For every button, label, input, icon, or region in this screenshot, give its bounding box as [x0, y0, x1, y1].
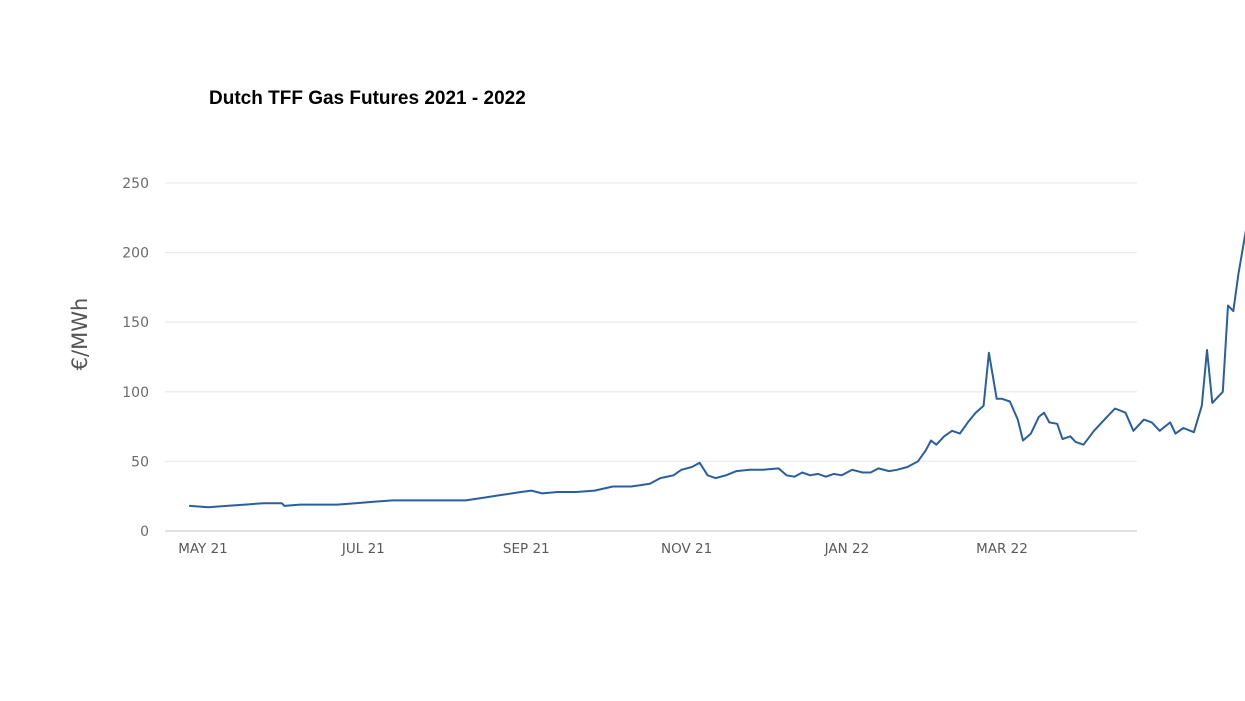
- y-axis-label: €/MWh: [68, 298, 92, 371]
- y-tick-label: 0: [140, 524, 149, 540]
- x-tick-label: JUL 21: [341, 541, 385, 557]
- gridlines: [165, 182, 1137, 463]
- series-layer: [188, 229, 1245, 509]
- x-tick-label: NOV 21: [661, 541, 712, 557]
- y-tick-label: 200: [122, 246, 149, 262]
- y-axis-ticks: 0 50 100 150 200 250: [122, 176, 149, 540]
- x-axis-ticks: MAY 21 JUL 21 SEP 21 NOV 21 JAN 22 MAR 22: [178, 541, 1028, 557]
- y-tick-label: 100: [122, 385, 149, 401]
- chart-title: Dutch TFF Gas Futures 2021 - 2022: [209, 88, 526, 109]
- y-tick-label: 150: [122, 315, 149, 331]
- y-tick-label: 50: [131, 454, 149, 470]
- x-tick-label: JAN 22: [824, 541, 870, 557]
- y-tick-label: 250: [122, 176, 149, 192]
- x-tick-label: MAR 22: [976, 541, 1028, 557]
- series-line: [188, 229, 1245, 509]
- x-tick-label: SEP 21: [503, 541, 550, 557]
- x-tick-label: MAY 21: [178, 541, 228, 557]
